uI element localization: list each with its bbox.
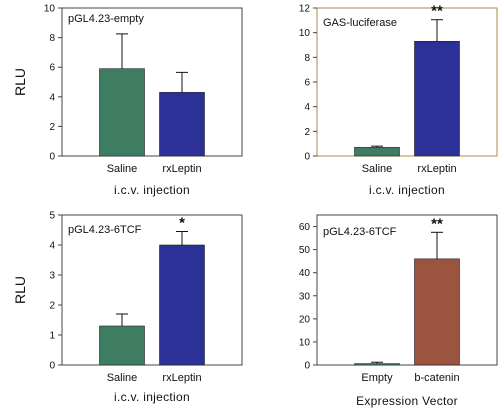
bar <box>99 325 145 366</box>
category-label: rxLeptin <box>417 163 456 175</box>
bars: Empty b-catenin ** <box>354 215 460 384</box>
category-label: Saline <box>362 163 393 175</box>
plot-frame <box>61 214 243 366</box>
y-tick-label: 1 <box>49 331 55 342</box>
bars: Saline rxLeptin <box>99 33 205 175</box>
y-ticks: 0 10 20 30 40 50 60 <box>299 222 317 372</box>
y-tick-label: 0 <box>49 361 55 372</box>
y-axis-label: RLU <box>12 276 28 304</box>
y-ticks: 0 2 4 6 8 10 <box>44 4 62 163</box>
y-tick-label: 2 <box>49 122 55 133</box>
category-label: rxLeptin <box>162 163 201 175</box>
bar <box>414 258 460 366</box>
y-tick-label: 4 <box>49 241 55 252</box>
y-tick-label: 2 <box>49 301 55 312</box>
y-tick-label: 10 <box>299 337 311 348</box>
plot-frame <box>61 7 243 157</box>
x-axis-label: i.c.v. injection <box>114 390 190 404</box>
y-ticks: 0 2 4 6 8 10 12 <box>299 4 317 163</box>
bar <box>159 92 205 157</box>
y-tick-label: 3 <box>49 271 55 282</box>
y-tick-label: 0 <box>49 152 55 163</box>
y-tick-label: 4 <box>304 102 310 113</box>
panel-title: pGL4.23-6TCF <box>68 224 142 236</box>
panel-title: GAS-luciferase <box>323 17 397 29</box>
significance-mark: ** <box>431 3 443 20</box>
bar <box>99 68 145 157</box>
x-axis-label: i.c.v. injection <box>114 183 190 197</box>
plot-frame <box>316 214 498 366</box>
y-tick-label: 6 <box>49 63 55 74</box>
x-axis-label: Expression Vector <box>356 394 458 408</box>
x-axis-label: i.c.v. injection <box>369 183 445 197</box>
y-tick-label: 40 <box>299 268 311 279</box>
bar <box>159 244 205 366</box>
bar <box>354 363 400 366</box>
category-label: rxLeptin <box>162 372 201 384</box>
y-tick-label: 30 <box>299 291 311 302</box>
plot-frame <box>316 7 498 157</box>
y-tick-label: 4 <box>49 92 55 103</box>
panel-pgl423-6tcf-vector: pGL4.23-6TCF Expression Vector 0 10 20 30 40… <box>299 214 498 408</box>
panel-pgl423-empty: pGL4.23-empty RLU i.c.v. injection 0 2 4 6 8… <box>12 4 243 197</box>
significance-mark: * <box>179 215 185 232</box>
bar <box>354 147 400 157</box>
y-tick-label: 8 <box>49 33 55 44</box>
y-tick-label: 2 <box>304 127 310 138</box>
y-tick-label: 5 <box>49 211 55 222</box>
y-tick-label: 12 <box>299 4 311 15</box>
y-tick-label: 6 <box>304 78 310 89</box>
y-tick-label: 20 <box>299 314 311 325</box>
y-tick-label: 0 <box>304 152 310 163</box>
panel-pgl423-6tcf-injection: pGL4.23-6TCF RLU i.c.v. injection 0 1 2 3 4 5… <box>12 211 243 404</box>
category-label: Empty <box>361 372 393 384</box>
y-tick-label: 0 <box>304 361 310 372</box>
y-tick-label: 8 <box>304 53 310 64</box>
category-label: b-catenin <box>414 372 459 384</box>
y-axis-label: RLU <box>12 68 28 96</box>
bar <box>414 40 460 157</box>
bars: Saline rxLeptin * <box>99 215 205 384</box>
y-tick-label: 50 <box>299 245 311 256</box>
bars: Saline rxLeptin ** <box>354 3 460 175</box>
y-tick-label: 10 <box>299 28 311 39</box>
category-label: Saline <box>107 372 138 384</box>
panel-title: pGL4.23-empty <box>68 13 144 25</box>
panel-gas-luciferase: GAS-luciferase i.c.v. injection 0 2 4 6 8 10 1… <box>299 3 498 197</box>
y-ticks: 0 1 2 3 4 5 <box>49 211 62 372</box>
panel-title: pGL4.23-6TCF <box>323 226 397 238</box>
y-tick-label: 10 <box>44 4 56 15</box>
y-tick-label: 60 <box>299 222 311 233</box>
significance-mark: ** <box>431 215 443 232</box>
category-label: Saline <box>107 163 138 175</box>
